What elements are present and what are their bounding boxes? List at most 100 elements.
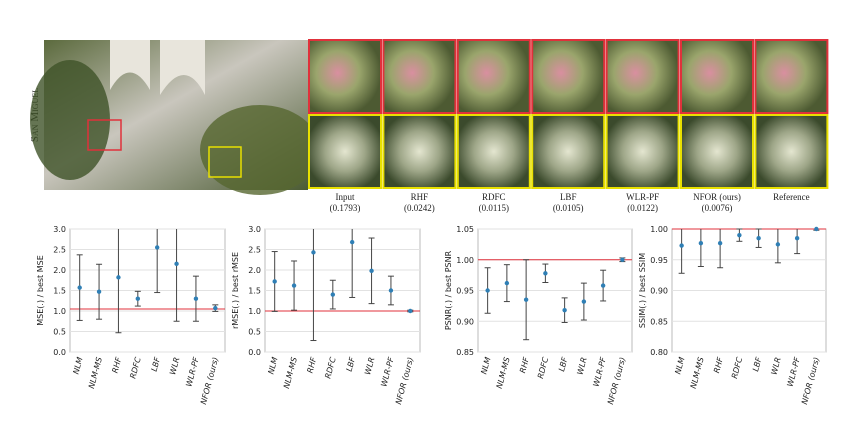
y-tick-label: 0.80 <box>650 348 668 357</box>
y-tick-label: 1.0 <box>53 307 66 316</box>
mean-point <box>174 261 179 267</box>
y-tick-label: 1.00 <box>456 256 474 265</box>
crop-name: Input <box>336 192 355 202</box>
mean-point <box>562 307 567 313</box>
crop-name: LBF <box>560 192 577 202</box>
mean-point <box>814 226 819 232</box>
mean-point <box>698 240 704 246</box>
crop-top <box>308 39 382 114</box>
mean-point <box>135 296 141 301</box>
y-tick-label: 2.5 <box>248 246 261 255</box>
x-tick-label: NLM <box>479 356 492 375</box>
y-tick-label: 0.0 <box>248 348 261 357</box>
mean-point <box>485 288 490 293</box>
x-tick-label: WLR-PF <box>592 356 609 388</box>
y-tick-label: 1.5 <box>248 287 261 296</box>
mean-point <box>349 239 355 245</box>
y-tick-label: 0.90 <box>456 317 474 326</box>
x-tick-label: NFOR (ours) <box>394 356 415 405</box>
crop-score: (0.0242) <box>404 203 435 213</box>
crop-name: NFOR (ours) <box>693 192 741 202</box>
crop-top <box>680 39 754 114</box>
crop-top <box>754 39 829 114</box>
y-tick-label: 0.5 <box>248 328 261 337</box>
crop-score: (0.0115) <box>479 203 509 213</box>
x-tick-label: WLR <box>575 356 588 376</box>
y-tick-label: 3.0 <box>248 225 261 234</box>
x-tick-label: NFOR (ours) <box>199 356 220 405</box>
mean-point <box>291 283 297 288</box>
mean-point <box>311 250 316 255</box>
crop-top <box>605 39 680 114</box>
y-tick-label: 0.0 <box>53 348 66 357</box>
crop-top <box>531 39 606 114</box>
mean-point <box>600 283 606 288</box>
y-tick-label: 1.5 <box>53 287 66 296</box>
scene-image <box>30 40 320 195</box>
y-tick-label: 1.0 <box>248 307 261 316</box>
crop-name: Reference <box>773 192 809 202</box>
x-tick-label: NLM <box>71 356 84 375</box>
y-tick-label: 0.95 <box>456 287 474 296</box>
x-tick-label: RHF <box>110 356 123 374</box>
x-tick-label: NLM-MS <box>87 356 104 389</box>
y-tick-label: 1.00 <box>650 225 668 234</box>
y-axis-label: PSNR(.) / best PSNR <box>444 250 453 330</box>
y-tick-label: 2.0 <box>53 266 66 275</box>
y-tick-label: 0.85 <box>650 317 668 326</box>
mean-point <box>775 242 781 247</box>
mean-point <box>756 236 761 241</box>
mean-point <box>543 271 548 276</box>
y-tick-label: 2.0 <box>248 266 261 275</box>
crop-bottom <box>382 114 457 189</box>
crop-score: (0.0122) <box>627 203 658 213</box>
crop-top <box>382 39 457 114</box>
y-tick-label: 0.85 <box>456 348 474 357</box>
mean-point <box>193 296 199 301</box>
y-axis-label: MSE(.) / best MSE <box>36 255 45 325</box>
mean-point <box>737 232 742 238</box>
crop-score: (0.0105) <box>553 203 584 213</box>
mean-point <box>581 299 587 304</box>
mean-point <box>77 285 82 290</box>
x-tick-label: RDFC <box>323 356 337 380</box>
x-tick-label: WLR <box>168 356 181 376</box>
mean-point <box>213 305 218 311</box>
x-tick-label: LBF <box>345 356 358 373</box>
x-tick-label: NLM-MS <box>282 356 299 389</box>
y-tick-label: 0.90 <box>650 287 668 296</box>
crop-name: RHF <box>411 192 429 202</box>
x-tick-label: LBF <box>150 356 163 373</box>
mean-point <box>717 240 723 246</box>
crop-name: WLR-PF <box>626 192 659 202</box>
x-tick-label: WLR <box>769 356 782 376</box>
x-tick-label: NLM-MS <box>689 356 706 389</box>
crop-bottom <box>531 114 606 189</box>
mean-point <box>679 243 684 248</box>
x-tick-label: RHF <box>712 356 725 374</box>
mean-point <box>794 236 800 241</box>
crop-bottom <box>308 114 382 189</box>
x-tick-label: NLM <box>266 356 279 375</box>
mean-point <box>523 297 529 302</box>
y-tick-label: 0.5 <box>53 328 66 337</box>
mean-point <box>369 268 374 274</box>
crop-bottom <box>680 114 754 189</box>
x-tick-label: LBF <box>557 356 570 373</box>
y-tick-label: 1.05 <box>456 225 474 234</box>
y-axis-label: rMSE(.) / best rMSE <box>231 252 240 329</box>
x-tick-label: WLR-PF <box>379 356 396 388</box>
x-tick-label: NLM <box>673 356 686 375</box>
x-tick-label: RDFC <box>128 356 142 380</box>
crop-bottom <box>605 114 680 189</box>
y-tick-label: 3.0 <box>53 225 66 234</box>
x-tick-label: LBF <box>751 356 764 373</box>
y-tick-label: 2.5 <box>53 246 66 255</box>
crop-score: (0.1793) <box>330 203 361 213</box>
crop-name: RDFC <box>482 192 506 202</box>
x-tick-label: RHF <box>305 356 318 374</box>
crop-score: (0.0076) <box>702 203 733 213</box>
mean-point <box>116 275 121 280</box>
x-tick-label: NLM-MS <box>495 356 512 389</box>
